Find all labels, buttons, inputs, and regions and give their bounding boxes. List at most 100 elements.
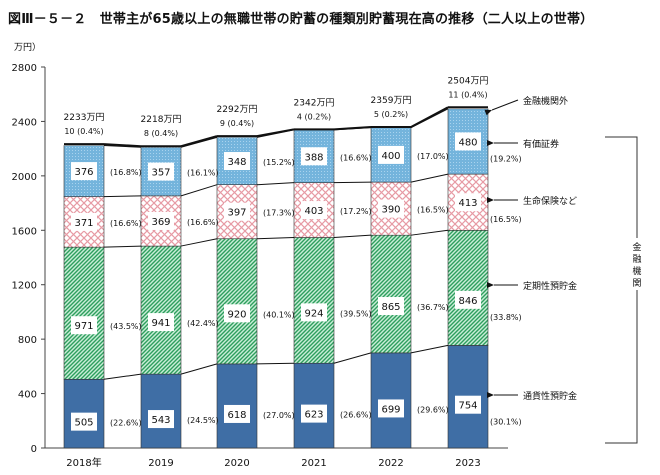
- share-label: (16.5%): [490, 215, 522, 224]
- bracket-label-char: 関: [632, 278, 641, 289]
- y-tick-label: 2800: [12, 63, 37, 74]
- connector-line: [180, 135, 218, 148]
- x-tick-label: 2020: [224, 458, 249, 469]
- value-label: 357: [151, 168, 170, 179]
- value-label: 920: [227, 309, 246, 320]
- legend-label: 金融機関外: [523, 95, 568, 107]
- other-value-label: 8 (0.4%): [144, 129, 178, 138]
- share-label: (17.3%): [263, 209, 295, 218]
- legend-label: 生命保険など: [523, 195, 577, 207]
- share-label: (36.7%): [417, 303, 449, 312]
- other-share: (0.4%): [461, 90, 488, 99]
- total-label: 2359万円: [371, 95, 412, 106]
- value-label-box: [71, 412, 97, 431]
- connector-line: [103, 245, 142, 248]
- x-tick-label: 2022: [378, 458, 403, 469]
- share-label: (40.1%): [263, 310, 295, 319]
- bar-segment-teiki: [140, 245, 182, 375]
- value-label: 924: [304, 308, 323, 319]
- connector-line: [180, 363, 218, 375]
- value-label: 403: [304, 206, 323, 217]
- y-tick-label: 2000: [12, 172, 37, 183]
- other-share: (0.2%): [305, 112, 332, 121]
- x-tick-label: 2019: [148, 458, 173, 469]
- value-label: 413: [458, 198, 477, 209]
- connector-line: [103, 373, 142, 380]
- share-label: (24.5%): [187, 416, 219, 425]
- chart-title: 図Ⅲ－５－２ 世帯主が65歳以上の無職世帯の貯蓄の種類別貯蓄現在高の推移（二人以…: [8, 12, 594, 27]
- value-label: 941: [151, 318, 170, 329]
- value-label-box: [378, 145, 404, 164]
- bar-segment-teiki: [63, 246, 105, 380]
- value-label: 388: [304, 152, 323, 163]
- connector-line: [333, 181, 372, 184]
- value-label-box: [148, 313, 174, 332]
- legend-label: 定期性預貯金: [523, 280, 577, 292]
- share-label: (16.6%): [110, 219, 142, 228]
- value-label: 371: [74, 218, 93, 229]
- share-label: (22.6%): [110, 419, 142, 428]
- value-label: 348: [227, 157, 246, 168]
- share-label: (16.1%): [187, 169, 219, 178]
- value-label: 865: [381, 302, 400, 313]
- value-label: 543: [151, 415, 170, 426]
- bracket-label-char: 金: [632, 241, 641, 253]
- connector-line: [410, 229, 449, 236]
- total-label: 2218万円: [141, 114, 182, 125]
- value-label: 618: [227, 410, 246, 421]
- connector-line: [333, 126, 372, 131]
- other-share: (0.4%): [77, 127, 104, 136]
- other-share: (0.4%): [228, 119, 255, 128]
- y-tick-label: 2400: [12, 117, 37, 128]
- y-tick-label: 400: [18, 390, 37, 401]
- value-label-box: [301, 303, 327, 322]
- total-label: 2233万円: [64, 112, 105, 123]
- connector-line: [256, 182, 295, 186]
- share-label: (43.5%): [110, 322, 142, 331]
- connector-line: [180, 184, 218, 197]
- share-label: (19.2%): [490, 154, 522, 163]
- y-tick-label: 1600: [12, 226, 37, 237]
- value-label-box: [148, 211, 174, 230]
- value-label-box: [71, 162, 97, 181]
- other-share: (0.4%): [152, 129, 179, 138]
- value-label-box: [455, 290, 481, 309]
- value-label-box: [455, 193, 481, 212]
- other-value: 11: [448, 90, 458, 99]
- value-label-box: [301, 201, 327, 220]
- connector-line: [333, 352, 372, 364]
- connector-line: [256, 362, 295, 365]
- value-label: 623: [304, 410, 323, 421]
- value-label: 480: [458, 137, 477, 148]
- other-value: 8: [144, 129, 149, 138]
- connector-line: [103, 145, 142, 148]
- bar-segment-teiki: [370, 234, 412, 354]
- connector-line: [103, 195, 142, 198]
- other-value: 4: [297, 112, 302, 121]
- other-value: 5: [374, 110, 379, 119]
- x-tick-label: 2023: [455, 458, 480, 469]
- value-label: 369: [151, 217, 170, 228]
- total-label: 2292万円: [217, 104, 258, 115]
- share-label: (17.2%): [340, 207, 372, 216]
- connector-line: [180, 238, 218, 247]
- value-label-box: [455, 395, 481, 414]
- legend-label: 有価証券: [523, 138, 559, 150]
- connector-line: [333, 234, 372, 238]
- share-label: (39.5%): [340, 309, 372, 318]
- value-label: 505: [74, 418, 93, 429]
- y-axis-unit-label: 万円）: [14, 42, 41, 53]
- share-label: (30.1%): [490, 418, 522, 427]
- total-label: 2504万円: [448, 75, 489, 86]
- y-tick-label: 0: [31, 444, 37, 455]
- bracket-label-char: 機: [632, 265, 641, 277]
- value-label: 376: [74, 167, 93, 178]
- value-label: 971: [74, 321, 93, 332]
- share-label: (17.0%): [417, 152, 449, 161]
- y-tick-label: 1200: [12, 281, 37, 292]
- value-label-box: [378, 199, 404, 218]
- value-label: 397: [227, 208, 246, 219]
- value-label-box: [148, 162, 174, 181]
- value-label: 754: [458, 401, 477, 412]
